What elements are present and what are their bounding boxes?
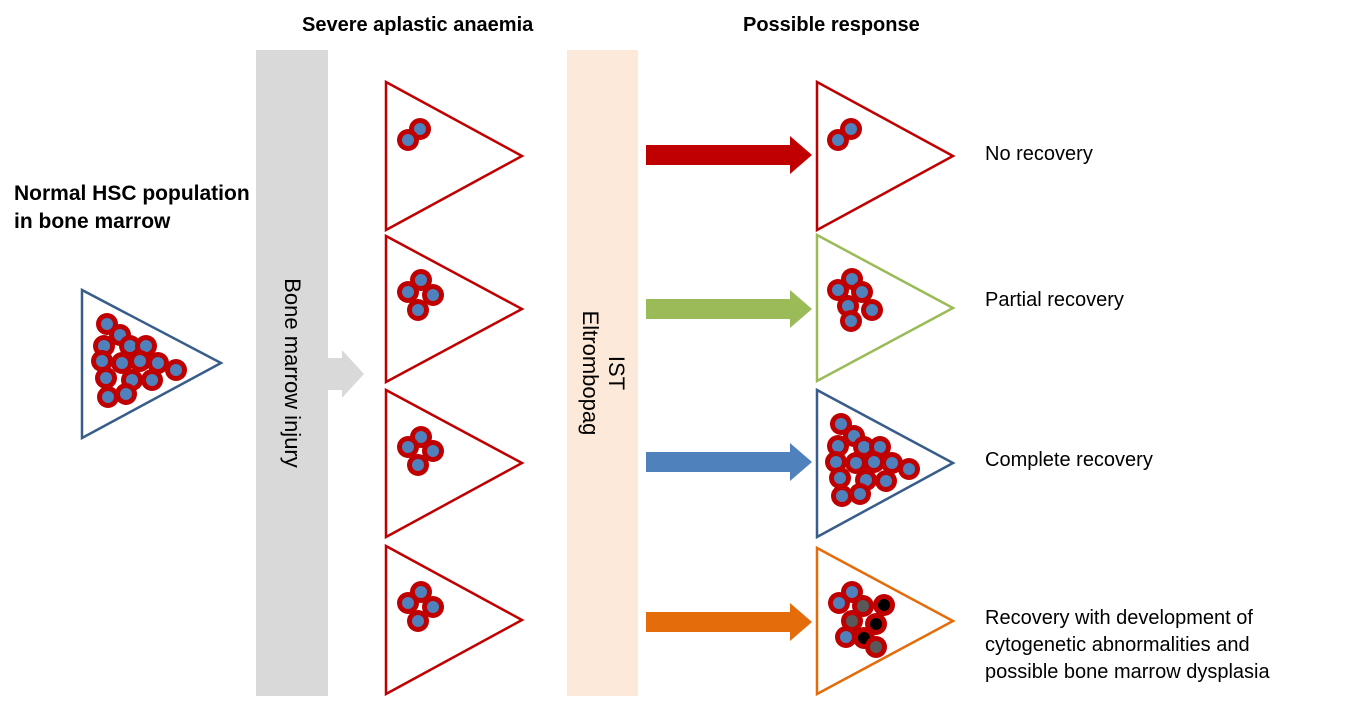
- response-label-line: possible bone marrow dysplasia: [985, 661, 1270, 683]
- hsc-cell: [840, 310, 862, 332]
- hsc-cell: [397, 129, 419, 151]
- hsc-cell: [407, 610, 429, 632]
- hsc-cell: [115, 383, 137, 405]
- hsc-cell: [422, 284, 444, 306]
- hsc-cell: [827, 435, 849, 457]
- hsc-cell: [147, 352, 169, 374]
- treatment-band: IST Eltrombopag: [567, 50, 638, 696]
- hsc-cell: [861, 299, 883, 321]
- aplastic-cells-3: [397, 426, 444, 476]
- hsc-cell: [829, 467, 851, 489]
- severe-aplastic-anaemia-header: Severe aplastic anaemia: [302, 14, 534, 36]
- response-triangle-no-recovery: [815, 79, 956, 233]
- abnormal-cell: [873, 594, 895, 616]
- response-label-recovery-abnormalities: Recovery with development of cytogenetic…: [985, 605, 1270, 686]
- abnormal-cell: [865, 613, 887, 635]
- response-cells-complete: [825, 413, 920, 507]
- normal-hsc-title: Normal HSC population in bone marrow: [14, 182, 250, 233]
- aplastic-triangle-3: [384, 387, 525, 540]
- response-label-no-recovery: No recovery: [985, 143, 1093, 165]
- aplastic-cells-2: [397, 269, 444, 321]
- hsc-cell: [111, 352, 133, 374]
- hsc-cell: [875, 470, 897, 492]
- normal-hsc-cells: [91, 313, 187, 408]
- aplastic-triangle-4: [384, 543, 525, 697]
- hsc-cell: [881, 452, 903, 474]
- aplastic-cells-4: [397, 581, 444, 632]
- hsc-cell: [397, 281, 419, 303]
- arrow-recovery-abnormalities: [646, 603, 812, 641]
- arrow-complete-recovery: [646, 443, 812, 481]
- abnormal-cell: [865, 636, 887, 658]
- hsc-cell: [845, 452, 867, 474]
- response-label-line: Recovery with development of: [985, 607, 1253, 629]
- hsc-cell: [835, 626, 857, 648]
- hsc-cell: [898, 458, 920, 480]
- injury-flow-arrow: [328, 350, 364, 398]
- hsc-cell: [165, 359, 187, 381]
- aplastic-cells-1: [397, 118, 431, 151]
- hsc-cell: [129, 350, 151, 372]
- hsc-cell: [422, 596, 444, 618]
- aplastic-triangle-1: [384, 79, 525, 233]
- possible-response-header: Possible response: [743, 14, 920, 36]
- hsc-cell: [95, 367, 117, 389]
- hsc-cell: [407, 299, 429, 321]
- hsc-cell: [141, 369, 163, 391]
- hsc-cell: [831, 485, 853, 507]
- hsc-cell: [97, 386, 119, 408]
- hsc-cell: [397, 436, 419, 458]
- hsc-cell: [851, 281, 873, 303]
- hsc-cell: [827, 129, 849, 151]
- hsc-cell: [827, 279, 849, 301]
- hsc-cell: [849, 483, 871, 505]
- hsc-cell: [91, 350, 113, 372]
- response-label-line: cytogenetic abnormalities and: [985, 634, 1250, 656]
- response-cells-partial: [827, 268, 883, 332]
- arrow-partial-recovery: [646, 290, 812, 328]
- response-label-partial-recovery: Partial recovery: [985, 289, 1124, 311]
- arrow-no-recovery: [646, 136, 812, 174]
- response-label-complete-recovery: Complete recovery: [985, 449, 1153, 471]
- response-cells-no-recovery: [827, 118, 862, 151]
- hsc-cell: [828, 592, 850, 614]
- hsc-cell: [863, 451, 885, 473]
- response-cells-abnormal: [828, 581, 895, 658]
- hsc-cell: [397, 592, 419, 614]
- hsc-cell: [407, 454, 429, 476]
- hsc-cell: [422, 440, 444, 462]
- bone-marrow-injury-band: Bone marrow injury: [256, 50, 328, 696]
- aplastic-triangle-2: [384, 233, 525, 385]
